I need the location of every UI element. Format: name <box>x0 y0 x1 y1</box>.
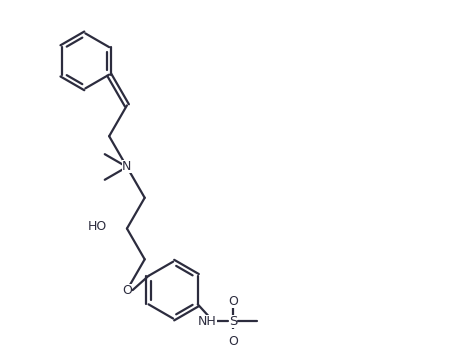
Text: O: O <box>228 335 238 346</box>
Text: S: S <box>228 315 237 328</box>
Text: N: N <box>122 161 131 173</box>
Text: O: O <box>228 295 238 308</box>
Text: N: N <box>122 161 131 173</box>
Text: NH: NH <box>198 315 217 328</box>
Text: HO: HO <box>87 220 107 233</box>
Text: O: O <box>122 284 131 297</box>
